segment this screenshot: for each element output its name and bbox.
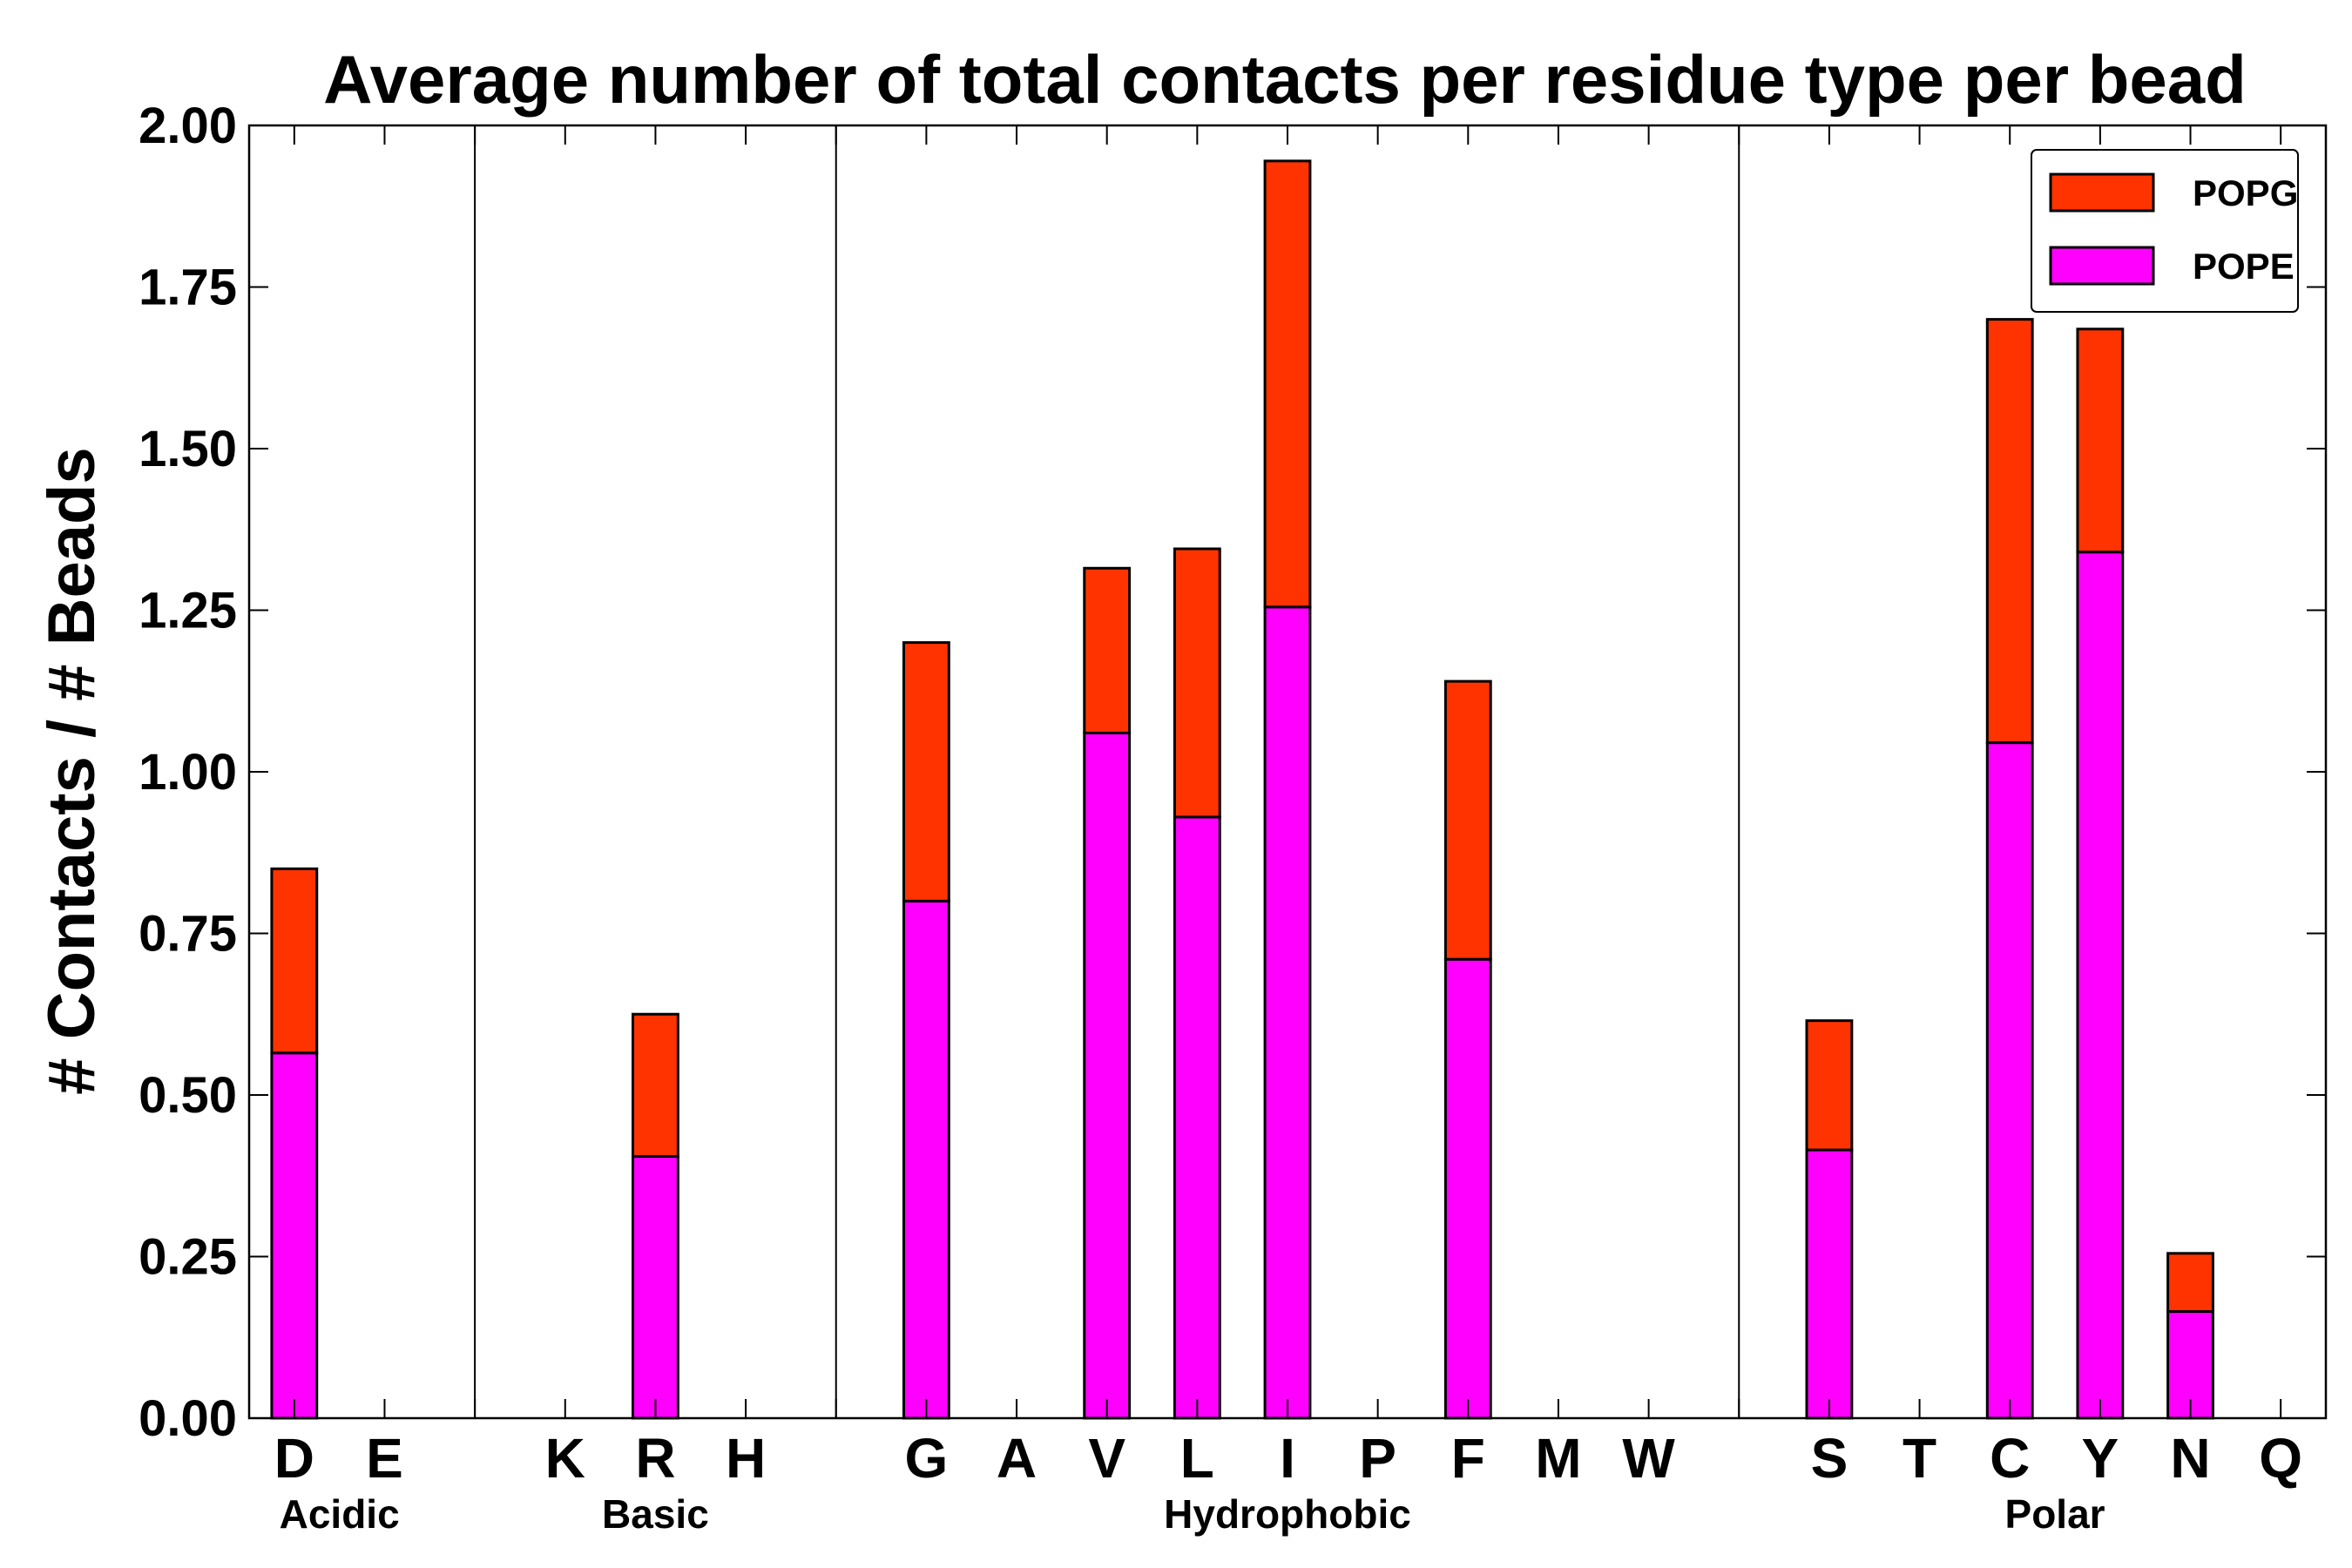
x-tick-label-R: R [635, 1427, 675, 1490]
x-tick-label-G: G [905, 1427, 949, 1490]
bar-S-pope [1805, 1148, 1854, 1420]
legend: POPG POPE [2031, 149, 2299, 313]
plot-area: 0.00 0.25 0.50 0.75 1.00 1.25 1.50 1.75 2.00 D E K R… [139, 98, 2328, 1537]
x-tick-label-W: W [1622, 1427, 1675, 1490]
y-tick-label: 1.25 [139, 583, 237, 639]
x-tick-label-Q: Q [2259, 1427, 2302, 1490]
group-label-acidic: Acidic [280, 1491, 400, 1537]
x-tick-label-F: F [1451, 1427, 1485, 1490]
group-label-basic: Basic [602, 1491, 709, 1537]
bar-V-pope [1083, 731, 1132, 1420]
legend-label-pope: POPE [2193, 246, 2295, 287]
bar-D-pope [270, 1051, 319, 1420]
x-tick-label-C: C [1990, 1427, 2030, 1490]
bar-G-pope [902, 899, 950, 1420]
bar-I-popg [1263, 159, 1312, 609]
bar-Y-pope [2076, 551, 2125, 1420]
y-tick-label: 0.00 [139, 1390, 237, 1447]
bar-V-popg [1083, 566, 1132, 734]
legend-label-popg: POPG [2193, 172, 2298, 213]
x-tick-label-V: V [1088, 1427, 1125, 1490]
x-tick-label-E: E [366, 1427, 403, 1490]
x-tick-label-M: M [1535, 1427, 1581, 1490]
bar-F-pope [1443, 957, 1492, 1420]
bar-C-pope [1985, 741, 2034, 1420]
x-tick-label-I: I [1280, 1427, 1295, 1490]
x-tick-label-A: A [997, 1427, 1037, 1490]
x-tick-label-K: K [545, 1427, 585, 1490]
legend-swatch-popg [2049, 172, 2155, 213]
bar-Y-popg [2076, 328, 2125, 554]
bar-R-pope [632, 1154, 679, 1420]
x-tick-label-H: H [726, 1427, 766, 1490]
y-tick-label: 1.00 [139, 744, 237, 801]
y-tick-label: 1.75 [139, 260, 237, 316]
group-label-hydrophobic: Hydrophobic [1164, 1491, 1411, 1537]
y-tick-label: 0.25 [139, 1229, 237, 1286]
x-tick-label-S: S [1811, 1427, 1848, 1490]
y-tick-label: 1.50 [139, 421, 237, 477]
x-tick-label-T: T [1903, 1427, 1936, 1490]
bar-N-popg [2166, 1252, 2214, 1314]
legend-swatch-pope [2049, 246, 2155, 286]
x-tick-label-Y: Y [2082, 1427, 2119, 1490]
bar-I-pope [1263, 605, 1312, 1420]
bar-S-popg [1805, 1019, 1854, 1152]
group-label-polar: Polar [2005, 1491, 2105, 1537]
x-tick-label-D: D [274, 1427, 314, 1490]
bar-L-pope [1173, 815, 1221, 1420]
x-tick-label-P: P [1359, 1427, 1396, 1490]
bar-C-popg [1985, 318, 2034, 745]
bar-L-popg [1173, 547, 1221, 819]
y-tick-label: 0.75 [139, 906, 237, 963]
chart-title: Average number of total contacts per res… [323, 41, 2247, 118]
y-axis-label: # Contacts / # Beads [35, 447, 109, 1094]
x-tick-label-N: N [2170, 1427, 2210, 1490]
y-tick-label: 0.50 [139, 1067, 237, 1124]
y-tick-label: 2.00 [139, 98, 237, 154]
x-tick-label-L: L [1180, 1427, 1214, 1490]
bar-R-popg [632, 1012, 679, 1158]
bar-F-popg [1443, 679, 1492, 961]
bar-D-popg [270, 867, 319, 1055]
bar-G-popg [902, 641, 950, 902]
